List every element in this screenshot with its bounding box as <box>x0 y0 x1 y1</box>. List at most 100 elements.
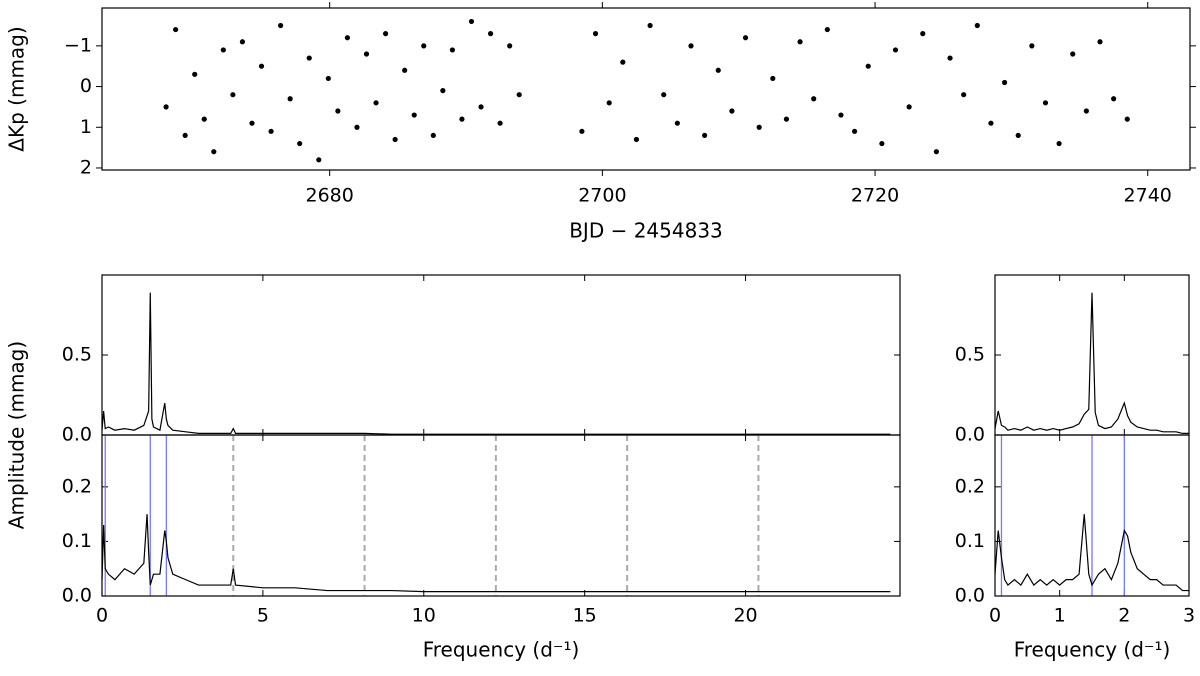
data-point <box>325 75 331 82</box>
axes-frame <box>101 434 901 597</box>
data-point <box>933 149 940 155</box>
x-tick-label: 2700 <box>578 185 626 207</box>
data-point <box>865 63 871 69</box>
x-tick-label: 0 <box>96 605 108 627</box>
data-point <box>344 35 351 41</box>
axes-frame <box>101 7 1191 171</box>
data-point <box>824 26 830 33</box>
data-point <box>278 22 284 29</box>
data-point <box>1111 96 1117 102</box>
data-point <box>497 120 503 126</box>
y-tick-label: 0.0 <box>62 424 92 446</box>
x-tick-label: 10 <box>412 605 436 627</box>
data-point <box>606 100 612 106</box>
data-point <box>411 112 417 118</box>
data-point <box>661 92 667 98</box>
data-point <box>783 116 790 122</box>
data-point <box>906 104 912 110</box>
data-point <box>306 55 312 61</box>
y-tick-label: 1 <box>80 116 92 138</box>
data-point <box>478 104 484 110</box>
data-point <box>507 43 513 49</box>
amplitude-spectrum <box>994 292 1189 434</box>
data-point <box>1124 116 1130 122</box>
data-point <box>579 128 585 134</box>
data-point <box>402 67 408 73</box>
data-point <box>1015 132 1021 139</box>
data-point <box>592 31 599 37</box>
data-point <box>192 71 198 77</box>
y-tick-label: 0 <box>80 75 92 97</box>
data-point <box>249 120 255 126</box>
x-tick-label: 2740 <box>1124 185 1172 207</box>
x-tick-label: 0 <box>989 605 1001 627</box>
x-axis-label: Frequency (d⁻¹) <box>423 638 580 662</box>
data-point <box>852 128 858 134</box>
data-point <box>430 132 436 139</box>
data-point <box>620 59 626 65</box>
data-point <box>770 75 776 82</box>
y-tick-label: 0.0 <box>955 585 985 607</box>
data-point <box>1042 100 1049 106</box>
y-tick-label: 2 <box>80 156 92 178</box>
data-point <box>879 140 885 147</box>
y-tick-label: 0.2 <box>955 475 985 497</box>
y-tick-label: 0.5 <box>62 344 92 366</box>
data-point <box>974 22 980 29</box>
y-axis-label: ΔKp (mmag) <box>5 26 29 151</box>
axes-frame <box>994 434 1190 597</box>
y-axis-label: Amplitude (mmag) <box>5 341 29 529</box>
data-point <box>1056 140 1062 147</box>
data-point <box>715 67 721 73</box>
data-point <box>354 124 360 130</box>
y-tick-label: −1 <box>64 34 92 56</box>
data-point <box>258 63 265 69</box>
data-point <box>449 47 455 53</box>
x-axis-label: Frequency (d⁻¹) <box>1014 638 1171 662</box>
data-point <box>335 108 341 114</box>
data-point <box>201 116 207 122</box>
data-point <box>702 132 708 139</box>
x-tick-label: 15 <box>573 605 597 627</box>
x-tick-label: 1 <box>1054 605 1066 627</box>
data-point <box>316 157 322 163</box>
data-point <box>742 35 749 41</box>
y-tick-label: 0.1 <box>62 530 92 552</box>
data-point <box>1097 39 1103 45</box>
data-point <box>239 39 246 45</box>
data-point <box>392 136 398 143</box>
x-tick-label: 5 <box>257 605 269 627</box>
data-point <box>516 92 522 98</box>
data-point <box>173 26 179 33</box>
data-point <box>1001 79 1008 86</box>
data-point <box>363 51 370 57</box>
data-point <box>688 43 694 49</box>
y-tick-label: 0.2 <box>62 475 92 497</box>
data-point <box>920 31 926 37</box>
data-point <box>647 22 653 29</box>
data-point <box>988 120 994 126</box>
axes-frame <box>101 274 901 436</box>
data-point <box>220 47 226 53</box>
data-point <box>421 43 427 49</box>
data-point <box>459 116 465 122</box>
data-point <box>674 120 680 126</box>
y-tick-label: 0.0 <box>62 585 92 607</box>
data-point <box>230 92 236 98</box>
data-point <box>268 128 274 134</box>
data-point <box>756 124 762 130</box>
data-point <box>487 31 494 37</box>
data-point <box>373 100 379 106</box>
data-point <box>1070 51 1076 57</box>
x-tick-label: 3 <box>1183 605 1195 627</box>
data-point <box>382 31 389 37</box>
amplitude-spectrum <box>994 514 1189 592</box>
data-point <box>947 55 953 61</box>
data-point <box>211 149 217 155</box>
y-tick-label: 0.5 <box>955 344 985 366</box>
data-point <box>797 39 803 45</box>
y-tick-label: 0.0 <box>955 424 985 446</box>
data-point <box>468 18 475 25</box>
